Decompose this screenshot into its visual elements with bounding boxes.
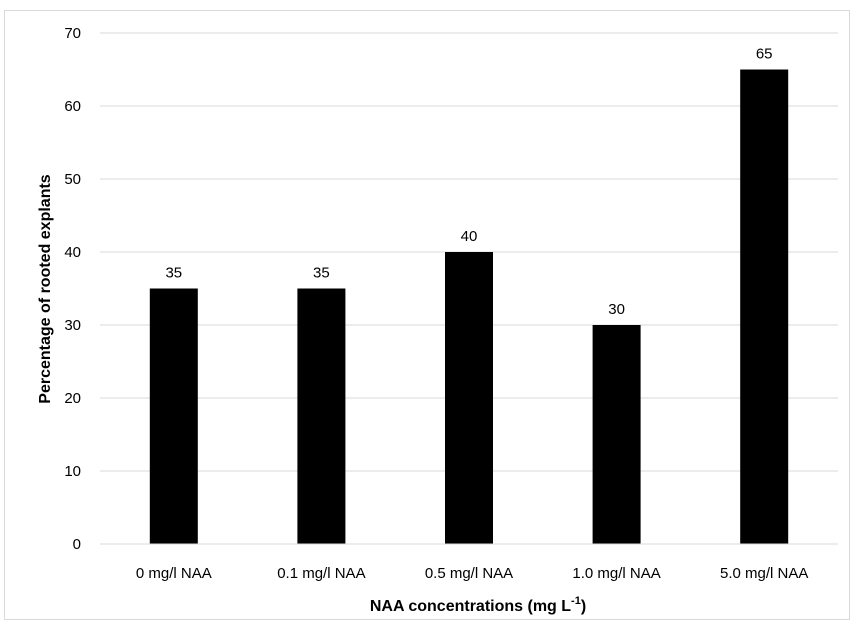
y-tick-label: 30 [64, 317, 81, 334]
bar [297, 288, 346, 544]
x-tick-label: 1.0 mg/l NAA [572, 565, 660, 582]
y-axis-ticks: 0 10 20 30 40 50 60 70 [64, 25, 81, 553]
y-tick-label: 40 [64, 244, 81, 261]
y-tick-label: 0 [73, 536, 81, 553]
bar [445, 252, 493, 544]
y-tick-label: 60 [64, 98, 81, 115]
bar [592, 325, 641, 544]
x-axis-title-superscript: -1 [571, 595, 581, 607]
y-axis-title: Percentage of rooted explants [37, 174, 54, 403]
bar [149, 288, 198, 544]
y-tick-label: 50 [64, 171, 81, 188]
x-axis-title: NAA concentrations (mg L-1) [370, 595, 586, 615]
bar [740, 69, 789, 544]
data-labels: 35 35 40 30 65 [165, 46, 772, 319]
x-axis-ticks: 0 mg/l NAA 0.1 mg/l NAA 0.5 mg/l NAA 1.0 mg… [136, 565, 809, 582]
data-label: 30 [608, 301, 625, 318]
x-axis-title-main: NAA concentrations (mg L [370, 598, 571, 615]
x-axis-title-suffix: ) [581, 598, 586, 615]
x-tick-label: 0.5 mg/l NAA [425, 565, 513, 582]
x-tick-label: 5.0 mg/l NAA [720, 565, 808, 582]
chart-frame [4, 10, 850, 620]
bars [149, 69, 789, 544]
y-tick-label: 10 [64, 463, 81, 480]
x-tick-label: 0 mg/l NAA [136, 565, 212, 582]
y-tick-label: 20 [64, 390, 81, 407]
data-label: 40 [461, 228, 478, 245]
gridlines [100, 32, 838, 472]
data-label: 65 [756, 46, 773, 63]
x-tick-label: 0.1 mg/l NAA [277, 565, 365, 582]
y-tick-label: 70 [64, 25, 81, 42]
data-label: 35 [165, 265, 182, 282]
data-label: 35 [313, 265, 330, 282]
